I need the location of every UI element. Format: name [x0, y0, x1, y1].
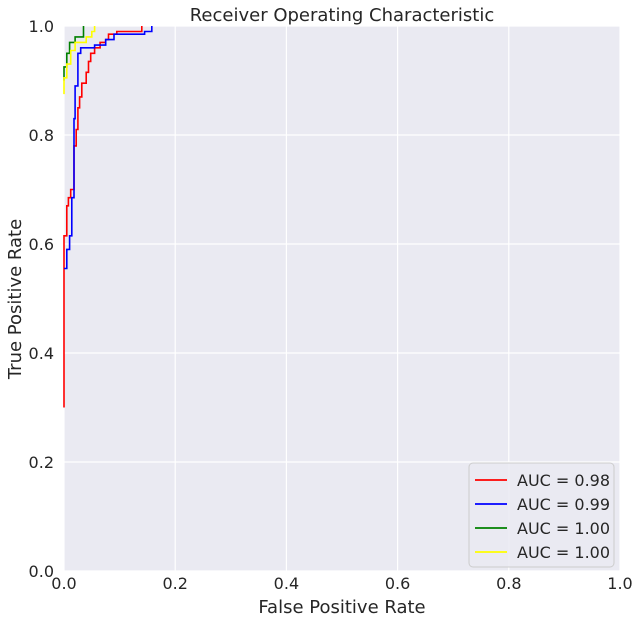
legend-label: AUC = 1.00: [517, 543, 610, 562]
y-axis-label: True Positive Rate: [5, 219, 26, 380]
x-tick-label: 0.0: [51, 574, 76, 593]
x-tick-label: 0.4: [274, 574, 299, 593]
legend-label: AUC = 1.00: [517, 519, 610, 538]
y-tick-label: 0.8: [29, 126, 54, 145]
y-tick-label: 0.0: [29, 562, 54, 581]
series-line-4: [63, 26, 96, 95]
y-tick-label: 0.6: [29, 235, 54, 254]
y-tick-label: 1.0: [29, 17, 54, 36]
x-tick-label: 0.6: [385, 574, 410, 593]
series-line-2: [64, 26, 153, 270]
y-axis-ticks: 0.0 0.2 0.4 0.6 0.8 1.0: [29, 17, 54, 581]
y-tick-label: 0.2: [29, 453, 54, 472]
x-axis-ticks: 0.0 0.2 0.4 0.6 0.8 1.0: [51, 574, 632, 593]
legend-box: [468, 462, 615, 568]
plot-area: [63, 25, 621, 572]
y-tick-label: 0.4: [29, 344, 54, 363]
x-tick-label: 0.2: [162, 574, 187, 593]
series-line-3: [63, 26, 85, 81]
chart-title: Receiver Operating Characteristic: [190, 5, 495, 26]
x-axis-label: False Positive Rate: [258, 597, 425, 618]
x-tick-label: 0.8: [496, 574, 521, 593]
x-tick-label: 1.0: [607, 574, 632, 593]
series-layer: [63, 26, 153, 408]
legend-label: AUC = 0.98: [517, 471, 610, 490]
legend: AUC = 0.98 AUC = 0.99 AUC = 1.00 AUC = 1.00: [468, 462, 615, 568]
legend-label: AUC = 0.99: [517, 495, 610, 514]
